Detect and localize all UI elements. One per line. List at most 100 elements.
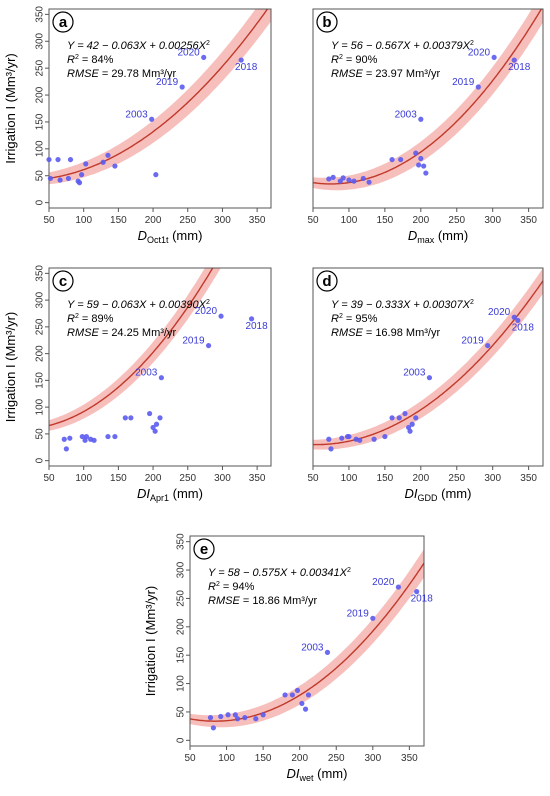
data-point — [371, 436, 377, 442]
x-tick-label: 300 — [484, 215, 501, 226]
panel-frame — [48, 8, 272, 209]
data-point — [57, 177, 63, 183]
y-tick-label: 250 — [176, 590, 187, 607]
data-point — [205, 342, 212, 349]
equation-exponent: 2 — [470, 299, 474, 306]
rmse-text: RMSE = 23.97 Mm³/yr — [331, 68, 440, 80]
year-label: 2018 — [508, 62, 531, 73]
data-point — [407, 428, 413, 434]
r2-exponent: 2 — [75, 313, 79, 320]
data-point — [153, 421, 160, 427]
data-point — [242, 715, 248, 721]
r2-symbol: R — [331, 313, 339, 325]
y-tick-label: 50 — [176, 706, 187, 718]
data-point — [370, 615, 376, 621]
data-point — [79, 172, 85, 178]
data-point — [416, 162, 422, 168]
panel-label-circle — [316, 11, 338, 33]
equation-text: Y = 56 − 0.567X + 0.00379X2 — [331, 40, 474, 52]
r2-exponent: 2 — [339, 313, 343, 320]
y-tick-label: 350 — [35, 6, 46, 23]
data-point — [299, 700, 305, 707]
data-point — [158, 375, 164, 381]
data-point — [414, 589, 420, 595]
year-label: 2003 — [125, 109, 148, 120]
x-tick-label: 300 — [214, 215, 231, 226]
equation-exponent: 2 — [206, 40, 210, 47]
panel-label: a — [59, 14, 68, 31]
panel-a: 50 100 150 200 250 300 350 0 50 100 150 200 250 300 35… — [3, 6, 272, 245]
r2-value: = 89% — [79, 313, 114, 325]
x-axis-label-sub: Oct1t — [147, 235, 169, 245]
panel-label: c — [59, 273, 67, 290]
year-label: 2003 — [135, 368, 158, 379]
panel-b: 50 100 150 200 250 300 350 Dmax (mm) bY = 56 − 0… — [307, 8, 544, 245]
equation-main: Y = 56 − 0.567X + 0.00379X — [331, 40, 471, 52]
r2-text: R2 = 90% — [331, 54, 378, 66]
rmse-text: RMSE = 16.98 Mm³/yr — [331, 327, 440, 339]
data-point — [46, 156, 52, 163]
data-point — [326, 176, 332, 182]
fit-curve — [313, 280, 543, 446]
r2-symbol: R — [208, 581, 216, 593]
data-point — [91, 437, 97, 443]
data-point — [357, 437, 363, 443]
data-point — [112, 163, 118, 169]
x-axis-label: DIwet (mm) — [287, 766, 348, 783]
year-label: 2003 — [395, 109, 418, 120]
x-axis-label: DOct1t (mm) — [138, 228, 203, 245]
rmse-symbol: RMSE — [331, 68, 363, 80]
x-axis-label-unit: (mm) — [438, 486, 472, 501]
data-point — [128, 415, 134, 421]
x-axis-label-unit: (mm) — [168, 228, 202, 243]
fit-curve — [313, 9, 543, 185]
rmse-symbol: RMSE — [67, 327, 99, 339]
equation-exponent: 2 — [206, 299, 210, 306]
y-tick-label: 50 — [35, 428, 46, 440]
data-point — [63, 446, 69, 452]
x-tick-label: 50 — [43, 215, 55, 226]
r2-exponent: 2 — [339, 54, 343, 61]
r2-text: R2 = 84% — [67, 54, 114, 66]
year-label: 2018 — [512, 322, 535, 333]
x-tick-label: 100 — [341, 473, 358, 484]
r2-exponent: 2 — [216, 581, 220, 588]
equation-exponent: 2 — [470, 40, 474, 47]
x-tick-label: 350 — [401, 753, 418, 764]
data-point — [100, 159, 106, 165]
data-point — [491, 54, 497, 61]
data-point — [105, 433, 111, 440]
r2-text: R2 = 89% — [67, 313, 114, 325]
data-point — [157, 415, 163, 421]
data-point — [207, 715, 214, 721]
data-point — [55, 156, 61, 163]
y-axis-label: Irrigation I (Mm³/yr) — [3, 53, 18, 164]
panel-label-circle — [316, 270, 338, 292]
y-tick-label: 150 — [35, 113, 46, 130]
data-point — [210, 725, 216, 731]
data-point — [418, 116, 424, 122]
r2-text: R2 = 95% — [331, 313, 378, 325]
x-axis-label-main: D — [408, 228, 417, 243]
year-label: 2020 — [372, 577, 395, 588]
r2-text: R2 = 94% — [208, 581, 255, 593]
data-point — [149, 116, 155, 122]
y-tick-label: 350 — [35, 265, 46, 282]
year-label: 2003 — [301, 642, 324, 653]
data-point — [339, 435, 345, 441]
equation-text: Y = 59 − 0.063X + 0.00390X2 — [67, 299, 210, 311]
data-point — [47, 175, 53, 182]
data-point — [201, 54, 207, 61]
y-tick-label: 100 — [176, 675, 187, 692]
y-tick-label: 0 — [176, 737, 187, 743]
y-tick-label: 300 — [176, 561, 187, 578]
rmse-value: = 23.97 Mm³/yr — [363, 68, 441, 80]
data-point — [65, 175, 72, 182]
data-point — [409, 421, 415, 427]
rmse-value: = 18.86 Mm³/yr — [240, 595, 318, 607]
x-tick-label: 150 — [377, 473, 394, 484]
year-label: 2019 — [461, 336, 484, 347]
x-tick-label: 50 — [43, 473, 55, 484]
year-label: 2018 — [235, 62, 258, 73]
